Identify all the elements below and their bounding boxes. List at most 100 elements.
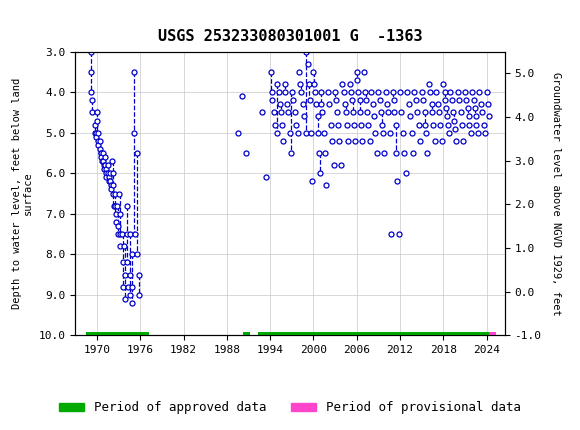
Point xyxy=(328,137,337,144)
Point xyxy=(130,230,139,237)
Point xyxy=(474,89,484,95)
Point xyxy=(108,170,117,177)
Point xyxy=(96,150,106,157)
Point xyxy=(306,129,315,136)
Point xyxy=(272,129,281,136)
Point xyxy=(432,89,441,95)
Point xyxy=(99,162,108,169)
Point xyxy=(296,80,305,87)
Point xyxy=(467,89,477,95)
Point xyxy=(104,178,114,185)
Point xyxy=(421,129,430,136)
Point xyxy=(483,101,492,108)
Point xyxy=(352,68,361,75)
Point xyxy=(336,162,346,169)
Point xyxy=(334,121,343,128)
Y-axis label: Groundwater level above NGVD 1929, feet: Groundwater level above NGVD 1929, feet xyxy=(551,72,561,315)
Point xyxy=(320,150,329,157)
Point xyxy=(293,129,302,136)
Point xyxy=(120,243,129,250)
Point xyxy=(274,89,284,95)
Point xyxy=(436,121,445,128)
Point xyxy=(398,129,408,136)
Point xyxy=(361,97,371,104)
Point xyxy=(384,109,393,116)
Point xyxy=(365,137,374,144)
Point xyxy=(309,68,318,75)
Point xyxy=(472,121,481,128)
Point xyxy=(325,101,334,108)
Point xyxy=(298,101,307,108)
Point xyxy=(282,101,291,108)
Point xyxy=(104,174,113,181)
Point xyxy=(134,271,143,278)
Point xyxy=(411,97,420,104)
Point xyxy=(299,113,309,120)
Point xyxy=(455,97,464,104)
Point xyxy=(128,283,137,290)
Point xyxy=(428,109,437,116)
Point xyxy=(443,121,452,128)
Point xyxy=(374,89,383,95)
Point xyxy=(355,97,364,104)
Point xyxy=(450,117,459,124)
Point xyxy=(241,150,251,157)
Point xyxy=(331,89,340,95)
Point xyxy=(433,101,442,108)
Point xyxy=(392,150,401,157)
Point xyxy=(388,89,397,95)
Point xyxy=(369,113,379,120)
Point xyxy=(125,230,134,237)
Point xyxy=(476,101,485,108)
Point xyxy=(376,109,386,116)
Point xyxy=(88,109,97,116)
Point xyxy=(452,137,461,144)
Point xyxy=(118,283,128,290)
Point xyxy=(104,170,113,177)
Point xyxy=(449,109,458,116)
Point xyxy=(271,121,280,128)
Point xyxy=(358,137,367,144)
Y-axis label: Depth to water level, feet below land
surface: Depth to water level, feet below land su… xyxy=(12,78,33,309)
Point xyxy=(396,89,405,95)
Point xyxy=(92,109,101,116)
Point xyxy=(479,121,488,128)
Point xyxy=(343,137,353,144)
Point xyxy=(385,129,394,136)
Point xyxy=(345,80,354,87)
Point xyxy=(233,129,242,136)
Point xyxy=(429,121,438,128)
Point xyxy=(121,295,130,302)
Point xyxy=(287,150,296,157)
Point xyxy=(307,178,317,185)
Point xyxy=(466,129,476,136)
Point xyxy=(86,68,96,75)
Point xyxy=(485,113,494,120)
Point xyxy=(446,89,455,95)
Point xyxy=(331,97,340,104)
Point xyxy=(371,129,380,136)
Point xyxy=(473,129,483,136)
Point xyxy=(443,113,452,120)
Point xyxy=(276,109,285,116)
Point xyxy=(367,89,376,95)
Point xyxy=(314,129,323,136)
Point xyxy=(278,137,288,144)
Point xyxy=(113,222,122,229)
Point xyxy=(273,80,282,87)
Point xyxy=(93,129,103,136)
Point xyxy=(397,109,406,116)
Point xyxy=(341,109,350,116)
Point xyxy=(372,150,382,157)
Point xyxy=(118,230,127,237)
Point xyxy=(97,154,106,160)
Point xyxy=(316,170,325,177)
Point xyxy=(93,137,103,144)
Point xyxy=(91,133,100,140)
Point xyxy=(464,113,473,120)
Point xyxy=(461,89,470,95)
Point xyxy=(126,292,135,298)
Point xyxy=(426,89,435,95)
Point xyxy=(111,202,120,209)
Point xyxy=(364,121,373,128)
